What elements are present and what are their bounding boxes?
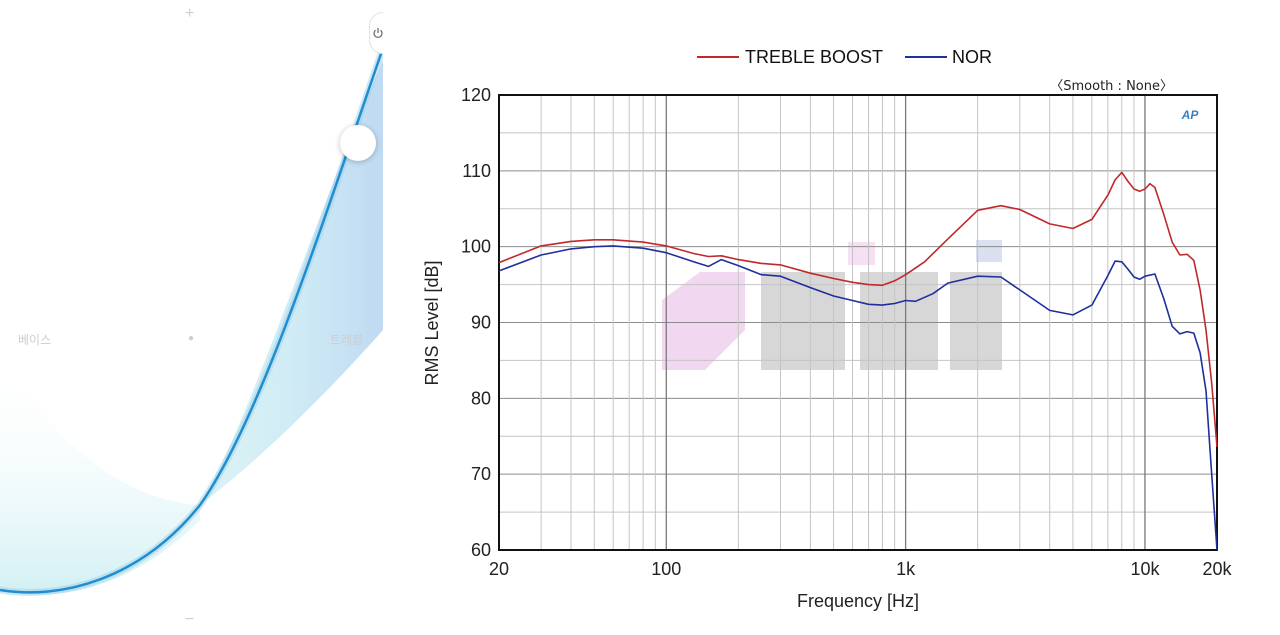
x-tick-label: 100 [651, 559, 681, 579]
eq-panel: + − ● 베이스 트레블 [0, 0, 383, 635]
smoothing-note: 〈Smooth : None〉 [1050, 79, 1173, 94]
series-layer [498, 171, 1218, 551]
eq-curve-graphic [0, 46, 383, 596]
legend-label: TREBLE BOOST [745, 47, 883, 67]
series-line-treble-boost [498, 171, 1218, 447]
plot-frame [498, 94, 1218, 551]
eq-slider-handle[interactable] [340, 125, 376, 161]
eq-plus-sign: + [185, 5, 195, 22]
chart-legend: TREBLE BOOST NOR [697, 47, 992, 67]
bass-label: 베이스 [18, 333, 52, 347]
y-tick-label: 80 [471, 388, 491, 408]
power-icon [373, 28, 383, 38]
eq-fill-left [0, 355, 200, 595]
y-tick-labels: 120 110 100 90 80 70 60 [461, 85, 491, 560]
legend-label: NOR [952, 47, 992, 67]
eq-center-dot: ● [188, 333, 195, 344]
x-tick-labels: 20 100 1k 10k 20k [489, 559, 1233, 579]
y-tick-label: 70 [471, 464, 491, 484]
series-line-nor [498, 245, 1218, 551]
x-tick-label: 1k [896, 559, 916, 579]
eq-curve [0, 47, 383, 594]
x-tick-label: 20 [489, 559, 509, 579]
y-tick-label: 90 [471, 313, 491, 333]
power-toggle-button[interactable] [369, 12, 383, 54]
eq-minus-sign: − [185, 611, 195, 628]
chart-gridlines [498, 94, 1218, 551]
watermark-logo [662, 240, 1002, 370]
frequency-response-chart: 120 110 100 90 80 70 60 20 100 1k 10k 20k Frequenc… [422, 47, 1233, 611]
ap-logo: AP [1181, 108, 1200, 122]
x-axis-title: Frequency [Hz] [797, 591, 919, 611]
treble-label: 트레블 [330, 333, 364, 347]
x-tick-label: 20k [1202, 559, 1232, 579]
x-tick-label: 10k [1130, 559, 1160, 579]
y-tick-label: 120 [461, 85, 491, 105]
y-axis-title: RMS Level [dB] [422, 260, 442, 385]
y-tick-label: 100 [461, 237, 491, 257]
y-tick-label: 110 [462, 161, 491, 181]
y-tick-label: 60 [471, 540, 491, 560]
